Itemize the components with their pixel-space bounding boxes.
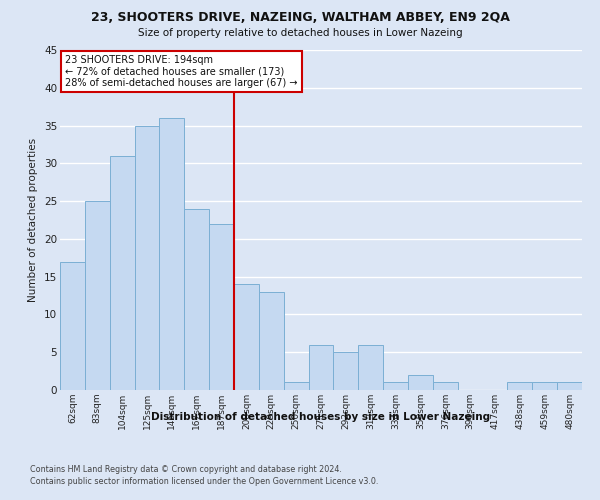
Bar — [134, 126, 160, 390]
Bar — [532, 382, 557, 390]
Bar — [234, 284, 259, 390]
Text: Contains HM Land Registry data © Crown copyright and database right 2024.: Contains HM Land Registry data © Crown c… — [30, 465, 342, 474]
Bar — [433, 382, 458, 390]
Bar — [358, 344, 383, 390]
Text: 23 SHOOTERS DRIVE: 194sqm
← 72% of detached houses are smaller (173)
28% of semi: 23 SHOOTERS DRIVE: 194sqm ← 72% of detac… — [65, 55, 298, 88]
Bar — [508, 382, 532, 390]
Bar — [308, 344, 334, 390]
Bar — [284, 382, 308, 390]
Bar — [209, 224, 234, 390]
Y-axis label: Number of detached properties: Number of detached properties — [28, 138, 38, 302]
Bar — [408, 375, 433, 390]
Bar — [110, 156, 134, 390]
Bar — [259, 292, 284, 390]
Bar — [383, 382, 408, 390]
Bar — [160, 118, 184, 390]
Text: Size of property relative to detached houses in Lower Nazeing: Size of property relative to detached ho… — [137, 28, 463, 38]
Bar — [184, 208, 209, 390]
Bar — [85, 201, 110, 390]
Text: 23, SHOOTERS DRIVE, NAZEING, WALTHAM ABBEY, EN9 2QA: 23, SHOOTERS DRIVE, NAZEING, WALTHAM ABB… — [91, 11, 509, 24]
Bar — [60, 262, 85, 390]
Text: Contains public sector information licensed under the Open Government Licence v3: Contains public sector information licen… — [30, 478, 379, 486]
Bar — [334, 352, 358, 390]
Bar — [557, 382, 582, 390]
Text: Distribution of detached houses by size in Lower Nazeing: Distribution of detached houses by size … — [151, 412, 491, 422]
